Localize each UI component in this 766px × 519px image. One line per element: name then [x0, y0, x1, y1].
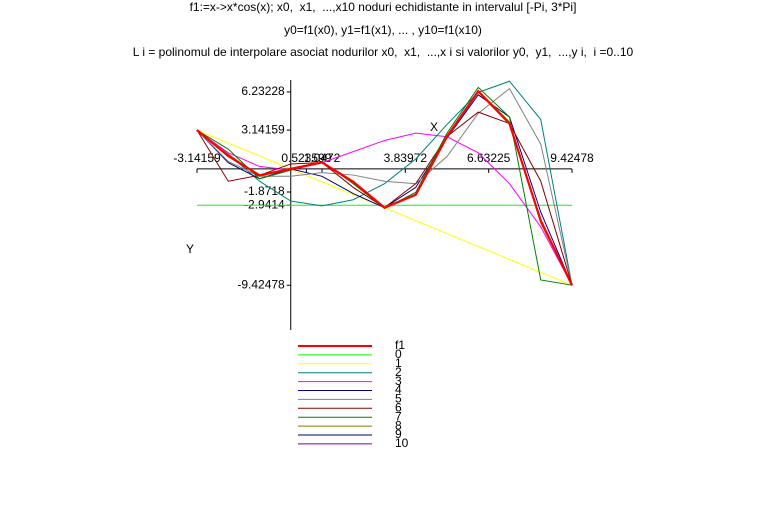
- x-tick-label: -3.14159: [173, 151, 221, 165]
- y-axis-label: Y: [186, 242, 194, 256]
- x-tick-label: 9.42478: [550, 151, 594, 165]
- y-tick-label: -1.8718: [244, 184, 285, 198]
- legend-label: 7: [395, 409, 402, 423]
- title-line: y0=f1(x0), y1=f1(x1), ... , y10=f1(x10): [284, 23, 482, 37]
- legend-label: 10: [395, 436, 409, 450]
- legend-label: 3: [395, 374, 402, 388]
- legend-label: 2: [395, 365, 402, 379]
- legend-label: 5: [395, 392, 402, 406]
- title-line: f1:=x->x*cos(x); x0, x1, ...,x10 noduri …: [190, 0, 577, 14]
- title-line: L i = polinomul de interpolare asociat n…: [133, 45, 634, 59]
- y-tick-label: -9.42478: [237, 277, 285, 291]
- x-tick-label: 3.83972: [384, 151, 428, 165]
- legend-label: 8: [395, 418, 402, 432]
- x-tick-label: 1.0472: [304, 151, 341, 165]
- x-tick-label: 6.63225: [467, 151, 511, 165]
- x-tick-label: 0.523599: [281, 151, 331, 165]
- series-line: [196, 89, 573, 286]
- legend-label: 6: [395, 400, 402, 414]
- series-line: [196, 129, 573, 286]
- y-tick-label: 3.14159: [241, 122, 285, 136]
- y-tick-label: -2.9414: [244, 197, 285, 211]
- legend-label: 4: [395, 383, 402, 397]
- legend-label: 9: [395, 427, 402, 441]
- legend-label: 1: [395, 356, 402, 370]
- legend-label: 0: [395, 347, 402, 361]
- series-line: [196, 80, 573, 286]
- legend-label: f1: [395, 338, 405, 352]
- y-tick-label: 6.23228: [241, 84, 285, 98]
- x-axis-label: X: [430, 120, 438, 134]
